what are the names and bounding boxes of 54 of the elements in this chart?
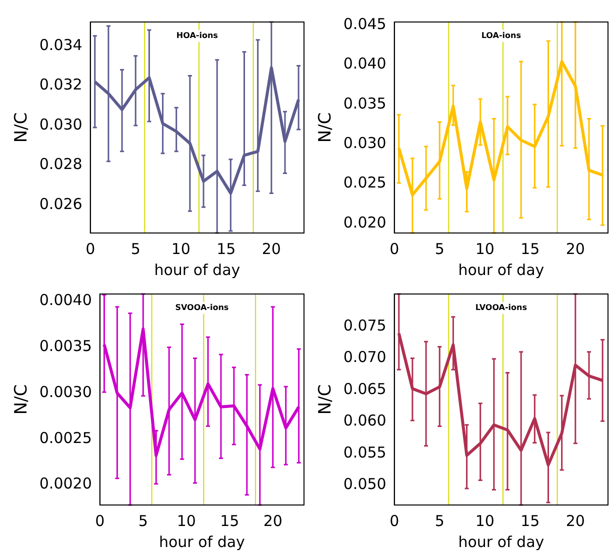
- x-tick-label: 15: [220, 512, 240, 530]
- y-tick-label: 0.0020: [39, 474, 92, 493]
- y-axis-title: N/C: [12, 384, 32, 415]
- text: SVOOA-ions: [175, 303, 229, 312]
- x-tick-label: 20: [263, 512, 282, 530]
- y-tick-label: 0.034: [39, 36, 82, 54]
- y-tick-label: 0.055: [343, 443, 386, 462]
- x-tick-label: 5: [138, 512, 148, 530]
- x-tick-label: 5: [434, 240, 444, 258]
- x-tick-label: 0: [390, 240, 400, 258]
- x-tick-label: 15: [520, 240, 540, 258]
- x-tick-label: 0: [390, 512, 400, 530]
- y-tick-label: 0.045: [343, 15, 386, 34]
- x-tick-label: 5: [130, 240, 140, 258]
- y-tick-label: 0.020: [343, 213, 386, 232]
- x-axis-title: hour of day: [458, 260, 544, 279]
- y-tick-label: 0.050: [343, 475, 386, 494]
- x-tick-label: 5: [434, 512, 444, 530]
- text: LOA-ions: [481, 31, 522, 40]
- x-axis-title: hour of day: [158, 532, 246, 551]
- y-tick-label: 0.025: [343, 174, 386, 192]
- y-tick-label: 0.032: [39, 76, 82, 94]
- y-axis-title: N/C: [316, 112, 336, 143]
- x-axis-title: hour of day: [458, 532, 544, 551]
- y-tick-label: 0.028: [39, 155, 82, 174]
- x-tick-label: 10: [176, 512, 196, 530]
- x-tick-label: 20: [262, 240, 281, 258]
- text: HOA-ions: [176, 31, 218, 40]
- x-tick-label: 15: [520, 512, 540, 530]
- x-tick-label: 0: [86, 240, 96, 258]
- x-axis-title: hour of day: [154, 260, 240, 279]
- y-axis-title: N/C: [316, 384, 336, 415]
- y-tick-label: 0.040: [343, 54, 386, 73]
- y-tick-label: 0.035: [343, 94, 386, 112]
- x-tick-label: 15: [216, 240, 236, 258]
- x-tick-label: 20: [566, 240, 585, 258]
- y-tick-label: 0.065: [343, 380, 386, 398]
- x-tick-label: 10: [171, 240, 190, 258]
- y-tick-label: 0.075: [343, 316, 386, 334]
- y-tick-label: 0.060: [343, 412, 386, 430]
- x-tick-label: 0: [95, 512, 105, 530]
- y-tick-label: 0.0035: [39, 337, 92, 356]
- x-tick-label: 10: [475, 240, 494, 258]
- text: LVOOA-ions: [475, 303, 528, 312]
- y-tick-label: 0.0025: [39, 428, 92, 447]
- y-axis-title: N/C: [12, 112, 32, 143]
- y-tick-label: 0.030: [39, 115, 82, 134]
- x-tick-label: 10: [475, 512, 494, 530]
- y-tick-label: 0.030: [343, 134, 386, 152]
- y-tick-label: 0.026: [39, 195, 82, 214]
- x-tick-label: 20: [566, 512, 585, 530]
- y-tick-label: 0.0030: [39, 382, 92, 401]
- y-tick-label: 0.070: [343, 348, 386, 366]
- y-tick-label: 0.0040: [39, 291, 92, 310]
